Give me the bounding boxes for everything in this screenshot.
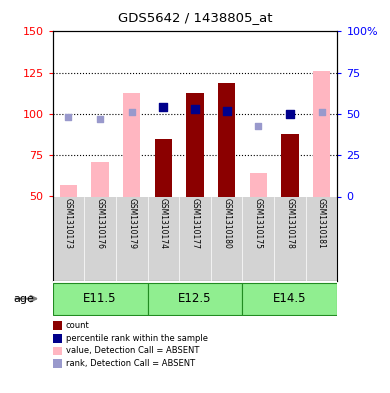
- Text: E14.5: E14.5: [273, 292, 307, 305]
- Bar: [186, 92, 204, 196]
- Bar: [218, 83, 235, 196]
- Bar: [281, 134, 299, 196]
- Text: GSM1310173: GSM1310173: [64, 198, 73, 249]
- Text: GSM1310179: GSM1310179: [127, 198, 136, 249]
- Point: [97, 116, 103, 122]
- Bar: [91, 162, 109, 196]
- Point: [66, 114, 72, 120]
- Text: percentile rank within the sample: percentile rank within the sample: [66, 334, 207, 343]
- Text: value, Detection Call = ABSENT: value, Detection Call = ABSENT: [66, 347, 199, 355]
- Point: [160, 104, 167, 110]
- Text: GSM1310175: GSM1310175: [254, 198, 263, 249]
- Point: [192, 106, 198, 112]
- Bar: [123, 92, 140, 196]
- Point: [255, 122, 261, 129]
- Point: [318, 109, 324, 116]
- Bar: [53, 283, 147, 314]
- Text: GSM1310177: GSM1310177: [190, 198, 200, 249]
- Text: GSM1310176: GSM1310176: [96, 198, 105, 249]
- Text: rank, Detection Call = ABSENT: rank, Detection Call = ABSENT: [66, 359, 195, 368]
- Text: GSM1310180: GSM1310180: [222, 198, 231, 249]
- Text: GSM1310181: GSM1310181: [317, 198, 326, 249]
- Bar: [155, 139, 172, 196]
- Bar: [313, 71, 330, 196]
- Bar: [250, 173, 267, 196]
- Text: count: count: [66, 321, 89, 330]
- Bar: [147, 283, 243, 314]
- Text: E11.5: E11.5: [83, 292, 117, 305]
- Text: GSM1310174: GSM1310174: [159, 198, 168, 249]
- Bar: [243, 283, 337, 314]
- Text: GDS5642 / 1438805_at: GDS5642 / 1438805_at: [118, 11, 272, 24]
- Point: [287, 111, 293, 117]
- Point: [129, 109, 135, 116]
- Text: E12.5: E12.5: [178, 292, 212, 305]
- Point: [223, 108, 230, 114]
- Text: GSM1310178: GSM1310178: [285, 198, 294, 249]
- Bar: [60, 185, 77, 196]
- Text: age: age: [14, 294, 35, 304]
